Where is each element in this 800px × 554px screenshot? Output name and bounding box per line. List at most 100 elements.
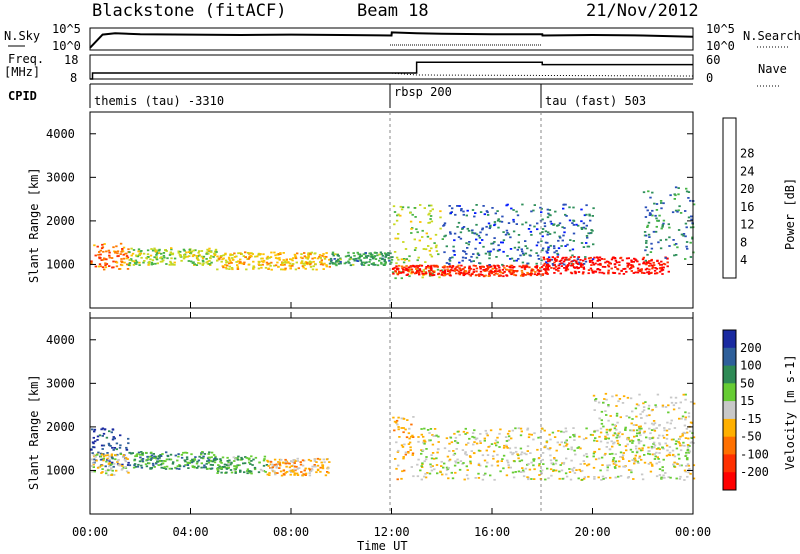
heatmap-cell (489, 226, 492, 228)
heatmap-cell (638, 455, 642, 458)
heatmap-cell (99, 455, 102, 458)
heatmap-cell (633, 462, 636, 465)
heatmap-cell (173, 261, 176, 264)
heatmap-cell (301, 474, 304, 477)
heatmap-cell (130, 254, 133, 257)
heatmap-cell (658, 442, 661, 445)
heatmap-cell (654, 272, 657, 275)
heatmap-cell (309, 263, 312, 266)
heatmap-cell (488, 271, 491, 274)
heatmap-cell (658, 474, 662, 476)
heatmap-cell (121, 465, 124, 467)
heatmap-cell (658, 214, 661, 217)
heatmap-cell (208, 451, 211, 454)
heatmap-cell (324, 474, 328, 477)
heatmap-cell (319, 466, 322, 469)
heatmap-cell (92, 453, 95, 456)
colorbar-tick: -50 (740, 430, 762, 444)
heatmap-cell (598, 269, 602, 271)
heatmap-cell (564, 472, 568, 475)
heatmap-cell (96, 453, 99, 456)
heatmap-cell (516, 453, 519, 456)
heatmap-cell (365, 261, 368, 264)
heatmap-cell (569, 436, 572, 439)
heatmap-cell (485, 225, 488, 228)
heatmap-cell (642, 431, 646, 434)
heatmap-cell (547, 247, 550, 250)
heatmap-cell (221, 265, 224, 267)
heatmap-cell (122, 454, 125, 457)
heatmap-cell (395, 421, 398, 424)
heatmap-cell (424, 476, 428, 479)
heatmap-cell (554, 462, 558, 465)
heatmap-cell (659, 264, 662, 266)
heatmap-cell (640, 417, 643, 419)
heatmap-cell (649, 432, 652, 435)
heatmap-cell (503, 267, 506, 269)
heatmap-cell (98, 251, 101, 253)
heatmap-cell (688, 445, 691, 447)
heatmap-cell (555, 469, 558, 472)
heatmap-cell (506, 232, 509, 234)
heatmap-cell (598, 448, 601, 451)
heatmap-cell (285, 471, 289, 473)
colorbar-tick: 4 (740, 253, 747, 267)
heatmap-cell (417, 458, 420, 461)
heatmap-cell (582, 266, 585, 269)
heatmap-cell (414, 216, 417, 218)
heatmap-cell (645, 263, 648, 266)
heatmap-cell (479, 262, 482, 265)
heatmap-cell (587, 272, 590, 275)
heatmap-cell (505, 229, 509, 232)
heatmap-cell (306, 262, 309, 264)
heatmap-cell (588, 213, 591, 216)
heatmap-cell (502, 446, 506, 449)
heatmap-cell (429, 466, 433, 468)
heatmap-cell (259, 264, 263, 267)
heatmap-cell (108, 265, 111, 267)
heatmap-cell (496, 453, 499, 456)
heatmap-cell (153, 466, 156, 468)
heatmap-cell (475, 270, 478, 273)
heatmap-cell (640, 268, 643, 270)
heatmap-cell (526, 271, 529, 274)
heatmap-cell (185, 456, 189, 459)
heatmap-cell (571, 222, 574, 224)
heatmap-cell (613, 432, 617, 435)
heatmap-cell (152, 453, 155, 455)
heatmap-cell (90, 448, 93, 451)
heatmap-cell (668, 451, 672, 454)
heatmap-cell (169, 453, 173, 456)
heatmap-cell (624, 426, 627, 429)
heatmap-cell (125, 257, 128, 260)
heatmap-cell (179, 250, 182, 253)
heatmap-cell (463, 266, 466, 269)
heatmap-cell (565, 475, 569, 478)
heatmap-cell (428, 204, 431, 207)
heatmap-cell (549, 447, 552, 449)
heatmap-cell (94, 265, 97, 268)
heatmap-cell (447, 270, 450, 272)
heatmap-cell (112, 260, 115, 263)
heatmap-cell (553, 264, 556, 266)
heatmap-cell (381, 254, 384, 257)
heatmap-cell (168, 263, 171, 266)
heatmap-cell (594, 400, 597, 402)
heatmap-cell (548, 265, 551, 267)
heatmap-cell (511, 471, 515, 474)
heatmap-cell (682, 431, 685, 434)
heatmap-cell (506, 459, 509, 462)
heatmap-cell (359, 259, 362, 262)
heatmap-cell (433, 242, 436, 244)
heatmap-cell (218, 257, 221, 260)
heatmap-cell (112, 465, 115, 468)
heatmap-cell (294, 255, 297, 258)
heatmap-cell (612, 256, 615, 259)
heatmap-cell (552, 469, 555, 472)
heatmap-cell (600, 419, 603, 422)
heatmap-cell (331, 251, 335, 254)
heatmap-cell (105, 436, 109, 439)
heatmap-cell (147, 256, 150, 258)
heatmap-cell (613, 263, 617, 265)
heatmap-cell (593, 478, 596, 480)
